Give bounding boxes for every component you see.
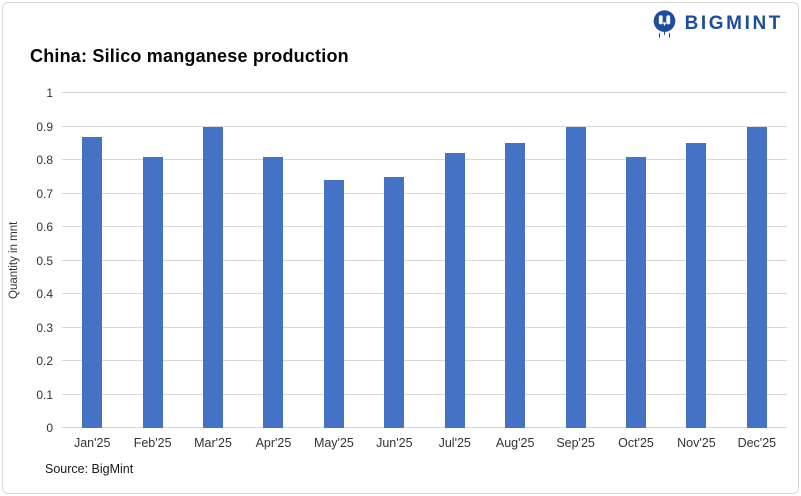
bar-group: Jul'25	[425, 93, 485, 450]
y-tick-label: 0	[46, 421, 53, 435]
bar	[142, 156, 163, 428]
y-tick-label: 0.4	[36, 287, 53, 301]
bar	[203, 126, 224, 428]
y-tick-label: 0.6	[36, 220, 53, 234]
bar-group: Aug'25	[485, 93, 545, 450]
gridline	[62, 326, 787, 328]
x-tick-label: Nov'25	[677, 436, 716, 450]
y-tick-label: 0.5	[36, 253, 53, 268]
y-tick-label: 0.3	[36, 320, 53, 335]
gridline	[62, 427, 787, 428]
bar	[565, 126, 586, 428]
bar	[444, 153, 465, 428]
gridline	[62, 360, 787, 361]
x-tick-label: Aug'25	[495, 436, 535, 450]
x-tick-label: Dec'25	[737, 436, 777, 450]
bar-group: Feb'25	[122, 93, 182, 450]
y-tick-label: 0.7	[36, 186, 53, 201]
x-tick-label: Sep'25	[556, 436, 595, 450]
x-tick-label: Jul'25	[438, 436, 471, 450]
y-tick-label: 0.9	[36, 119, 53, 134]
bar-group: Nov'25	[666, 93, 726, 450]
bar	[686, 143, 707, 428]
plot-area: Jan'25 Feb'25 Mar'25 Apr'25 May'25 Jun'25 Jul'…	[36, 86, 787, 450]
bar-group: Mar'25	[183, 93, 243, 450]
chart-title: China: Silico manganese production	[30, 46, 349, 66]
gridline	[62, 393, 787, 395]
bar-group: Oct'25	[606, 93, 666, 450]
y-tick-label: 0.8	[36, 153, 53, 167]
x-tick-label: May'25	[313, 436, 354, 450]
gridline	[62, 159, 787, 160]
x-tick-label: Jan'25	[73, 436, 111, 450]
x-tick-label: Apr'25	[255, 436, 292, 450]
x-tick-label: Jun'25	[376, 436, 413, 450]
bar-group: Apr'25	[243, 93, 303, 450]
gridline	[62, 92, 787, 93]
bar-group: Jan'25	[62, 93, 122, 450]
bar	[626, 156, 646, 428]
source-note: Source: BigMint	[45, 462, 134, 476]
bar	[323, 180, 344, 428]
bar-series: Jan'25 Feb'25 Mar'25 Apr'25 May'25 Jun'25 Jul'…	[62, 93, 787, 450]
bar-group: Sep'25	[545, 93, 605, 450]
bar	[384, 176, 405, 428]
bar	[505, 143, 526, 428]
x-tick-label: Feb'25	[133, 436, 172, 450]
bigmint-logo: BIGMINT	[651, 9, 783, 39]
x-tick-label: Mar'25	[194, 436, 232, 450]
y-tick-label: 0.2	[36, 354, 53, 368]
y-tick-label: 1	[46, 86, 53, 100]
bar-group: Jun'25	[364, 93, 424, 450]
bar-group: Dec'25	[727, 93, 787, 450]
gridline	[62, 192, 787, 194]
bigmint-logo-text: BIGMINT	[684, 13, 783, 34]
y-tick-label: 0.1	[36, 387, 53, 402]
gridline	[62, 125, 787, 127]
y-axis-title: Quantity in mnt	[8, 221, 20, 300]
bigmint-m-drip-icon	[651, 9, 678, 39]
bar	[746, 126, 767, 428]
bar-group: May'25	[304, 93, 364, 450]
bar	[82, 136, 103, 428]
gridline	[62, 226, 787, 227]
bar	[263, 156, 284, 428]
gridline	[62, 293, 787, 294]
x-tick-label: Oct'25	[618, 436, 654, 450]
gridline	[62, 259, 787, 261]
